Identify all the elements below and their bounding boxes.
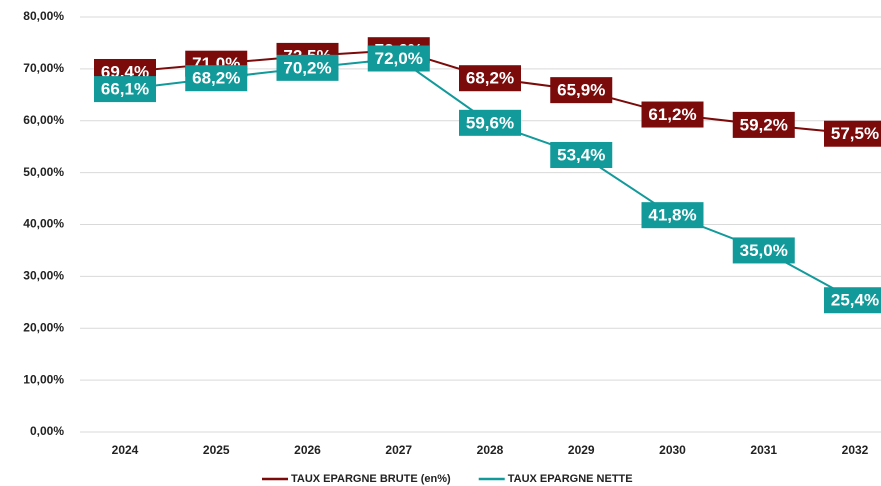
data-label: 57,5% (831, 124, 879, 143)
data-label: 41,8% (648, 206, 696, 225)
data-label: 25,4% (831, 291, 879, 310)
data-label-box (94, 76, 156, 103)
data-label: 53,4% (557, 145, 605, 164)
x-tick-label: 2026 (294, 443, 321, 457)
x-tick-label: 2032 (842, 443, 869, 457)
data-label-box (550, 77, 613, 104)
x-tick-label: 2029 (568, 443, 595, 457)
x-tick-label: 2028 (477, 443, 504, 457)
data-label-box (732, 237, 795, 264)
data-label-box (824, 120, 881, 147)
data-label-box (732, 111, 795, 138)
data-label-box (824, 287, 881, 314)
y-tick-label: 70,00% (23, 61, 64, 75)
y-tick-label: 50,00% (23, 165, 64, 179)
data-label-box (185, 65, 248, 92)
data-label-box (276, 54, 339, 81)
data-label: 65,9% (557, 81, 605, 100)
y-tick-label: 80,00% (23, 9, 64, 23)
y-tick-label: 10,00% (23, 372, 64, 386)
data-label: 59,2% (740, 115, 788, 134)
data-label: 68,2% (466, 69, 514, 88)
data-label-box (367, 45, 430, 72)
data-label-box (459, 109, 521, 136)
data-label-box (641, 202, 704, 229)
y-tick-label: 40,00% (23, 217, 64, 231)
data-label: 70,2% (283, 58, 331, 77)
data-label: 59,6% (466, 113, 514, 132)
x-tick-label: 2027 (385, 443, 412, 457)
legend-label: TAUX EPARGNE BRUTE (en%) (291, 473, 451, 485)
y-tick-label: 20,00% (23, 320, 64, 334)
legend-label: TAUX EPARGNE NETTE (508, 473, 633, 485)
data-label-box (641, 101, 704, 128)
data-label: 35,0% (740, 241, 788, 260)
data-label-box (550, 141, 613, 168)
x-tick-label: 2025 (203, 443, 230, 457)
y-tick-label: 60,00% (23, 113, 64, 127)
y-tick-label: 0,00% (30, 424, 64, 438)
data-label: 72,0% (375, 49, 423, 68)
x-tick-label: 2030 (659, 443, 686, 457)
data-label-box (459, 65, 521, 92)
series-line (124, 57, 856, 302)
data-label: 66,1% (101, 80, 149, 99)
x-tick-label: 2024 (112, 443, 139, 457)
data-label: 68,2% (192, 69, 240, 88)
y-tick-label: 30,00% (23, 269, 64, 283)
x-tick-label: 2031 (750, 443, 777, 457)
data-label: 61,2% (648, 105, 696, 124)
